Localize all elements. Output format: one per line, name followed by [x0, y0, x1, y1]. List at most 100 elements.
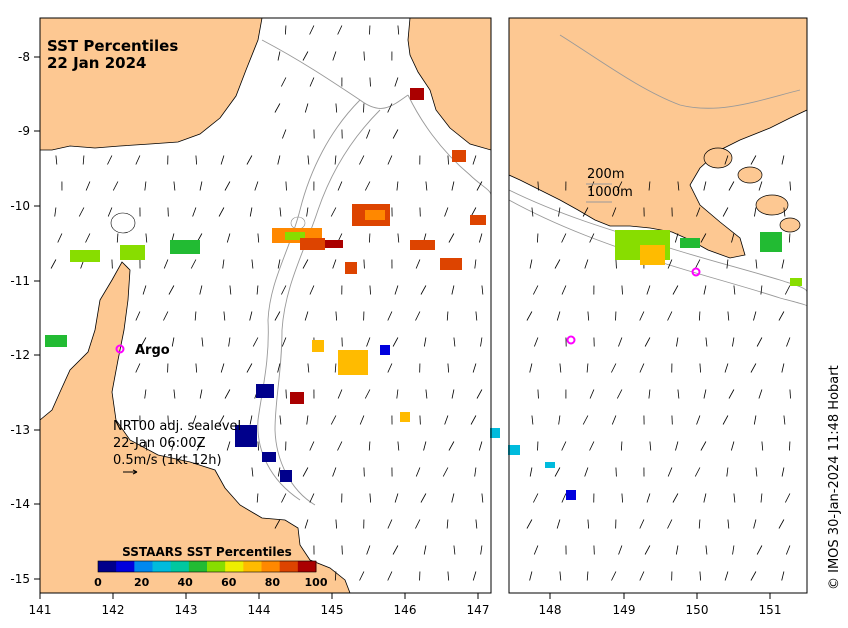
colorbar-swatch	[261, 561, 281, 572]
sst-anomaly-patches	[45, 88, 802, 500]
longitude-tick-label: 150	[686, 603, 709, 617]
contour-legend-1000m: 1000m	[587, 185, 633, 200]
current-arrow	[252, 337, 259, 347]
current-arrow	[226, 233, 231, 243]
colorbar-tick-label: 20	[134, 576, 150, 589]
current-arrow	[335, 103, 338, 113]
current-arrow	[397, 441, 400, 451]
island-entrecasteaux	[737, 166, 763, 184]
current-arrow	[199, 389, 203, 399]
current-arrow	[201, 337, 204, 347]
island-entrecasteaux	[755, 194, 789, 216]
current-arrow	[475, 311, 478, 321]
current-arrow	[107, 155, 113, 165]
current-arrow	[529, 363, 533, 373]
current-arrow	[444, 207, 449, 217]
current-arrow	[556, 311, 561, 321]
colorbar-tick-label: 40	[178, 576, 194, 589]
current-arrow	[694, 259, 701, 269]
current-arrow	[617, 181, 623, 191]
current-arrow	[727, 519, 730, 529]
current-arrow	[667, 311, 673, 321]
current-arrow	[451, 493, 455, 503]
current-arrow	[330, 207, 337, 217]
current-arrow	[703, 493, 707, 503]
current-arrow	[537, 233, 539, 243]
current-arrow	[674, 233, 679, 243]
current-arrow	[705, 337, 708, 347]
current-arrow	[698, 519, 701, 529]
current-arrow	[337, 181, 343, 191]
current-arrow	[55, 155, 58, 165]
current-arrow	[363, 51, 365, 61]
current-arrow	[587, 311, 590, 321]
current-arrow	[335, 311, 338, 321]
current-arrow	[199, 181, 203, 191]
current-arrow	[696, 207, 701, 217]
current-arrow	[556, 519, 561, 529]
current-arrow	[698, 311, 701, 321]
current-arrow	[761, 441, 764, 451]
current-arrow	[586, 571, 589, 581]
current-arrow	[589, 441, 595, 451]
current-arrow	[420, 285, 427, 295]
current-arrow	[280, 77, 287, 87]
current-arrow	[277, 467, 281, 477]
current-arrow	[337, 25, 343, 35]
current-arrow	[789, 389, 791, 399]
current-arrow	[304, 519, 309, 529]
current-arrow	[145, 441, 148, 451]
current-arrow	[750, 363, 757, 373]
current-arrow	[163, 259, 169, 269]
current-arrow	[649, 441, 652, 451]
colorbar-outline	[97, 560, 317, 573]
current-arrow	[676, 337, 679, 347]
current-arrow	[587, 519, 590, 529]
current-arrow	[672, 493, 679, 503]
current-arrow	[781, 259, 785, 269]
colorbar-tick-label: 60	[221, 576, 237, 589]
current-arrow	[675, 545, 679, 555]
current-arrow	[284, 25, 287, 35]
current-arrow	[755, 259, 758, 269]
current-arrow	[281, 337, 287, 347]
current-arrow	[364, 181, 371, 191]
current-arrow	[750, 571, 757, 581]
imos-credit: © IMOS 30-Jan-2024 11:48 Hobart	[827, 365, 842, 590]
current-arrow	[249, 207, 253, 217]
current-arrow	[366, 129, 371, 139]
current-arrow	[781, 363, 785, 373]
current-arrow	[481, 493, 484, 503]
current-arrow	[173, 389, 176, 399]
island-entrecasteaux	[779, 217, 801, 233]
current-arrow	[195, 363, 198, 373]
current-arrow	[620, 441, 623, 451]
current-arrow	[192, 415, 197, 425]
current-arrow	[529, 259, 533, 269]
current-arrow	[534, 337, 539, 347]
current-arrow	[226, 441, 231, 451]
current-arrow	[703, 389, 707, 399]
latitude-tick-label: -12	[10, 348, 30, 362]
current-arrow	[451, 389, 455, 399]
current-arrow	[480, 337, 483, 347]
current-arrow	[788, 233, 791, 243]
latitude-axis: -8 -9 -10 -11 -12 -13 -14 -15	[10, 50, 40, 586]
contour-legend-200m: 200m	[587, 167, 624, 182]
current-arrow	[472, 155, 477, 165]
current-arrow	[667, 259, 673, 269]
current-arrow	[644, 337, 651, 347]
current-arrow	[366, 337, 371, 347]
current-arrow	[786, 337, 791, 347]
current-arrow	[387, 519, 393, 529]
current-arrow	[277, 259, 281, 269]
current-arrow	[249, 311, 253, 321]
current-arrow	[451, 181, 455, 191]
latitude-tick-label: -14	[10, 497, 30, 511]
current-arrow	[220, 363, 225, 373]
current-arrow	[646, 493, 651, 503]
current-arrow	[724, 155, 729, 165]
current-arrow	[257, 233, 260, 243]
current-arrow	[639, 571, 645, 581]
current-arrow	[107, 207, 113, 217]
